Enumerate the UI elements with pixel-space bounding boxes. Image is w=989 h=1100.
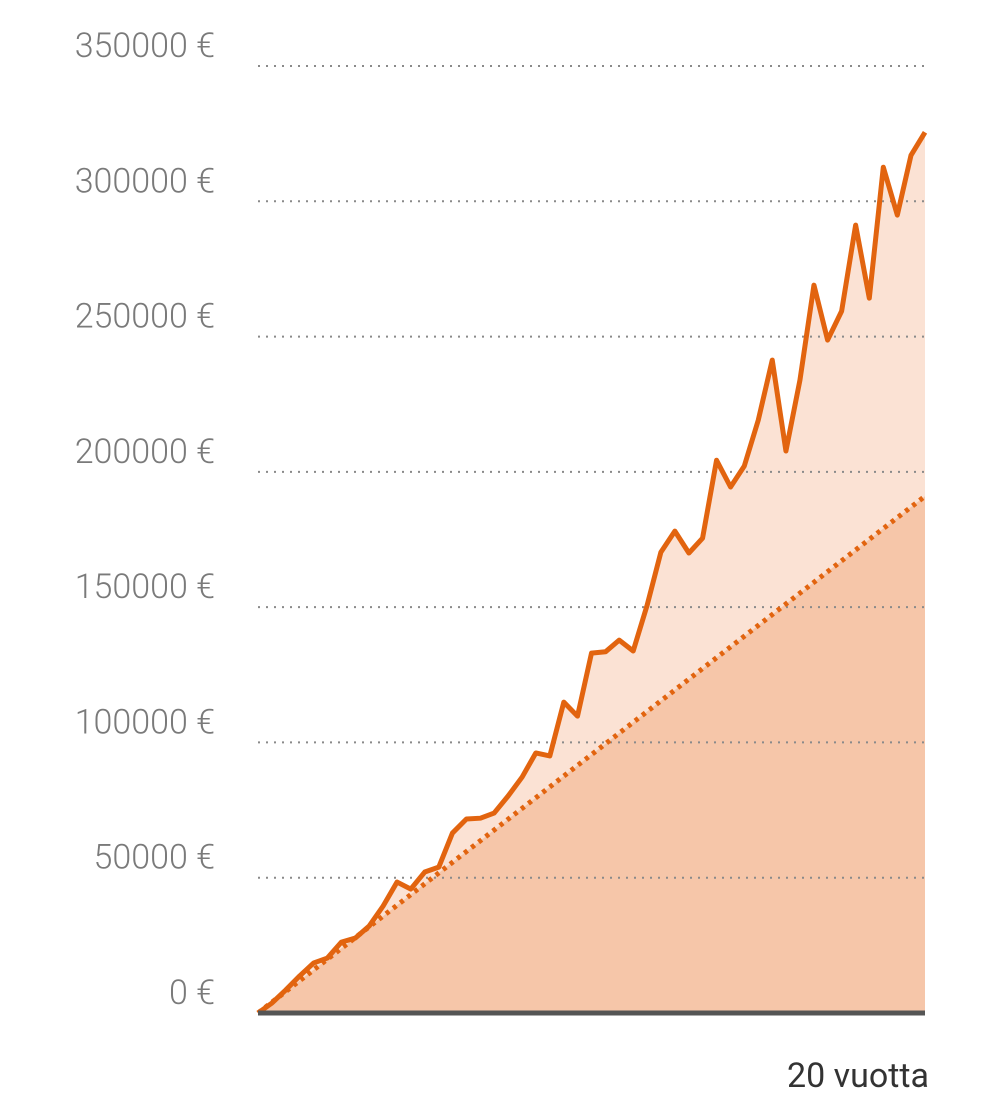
y-tick-label: 150000 €	[75, 567, 215, 607]
series-line	[256, 130, 928, 1016]
y-tick-label: 350000 €	[75, 26, 215, 66]
series-line	[256, 494, 927, 1015]
y-tick-label: 50000 €	[94, 838, 215, 878]
x-tick-label: 20 vuotta	[787, 1056, 929, 1096]
y-tick-label: 0 €	[169, 973, 215, 1013]
y-tick-label: 250000 €	[75, 297, 215, 337]
y-tick-label: 300000 €	[75, 161, 215, 201]
y-tick-label: 100000 €	[75, 702, 215, 742]
y-tick-label: 200000 €	[75, 432, 215, 472]
